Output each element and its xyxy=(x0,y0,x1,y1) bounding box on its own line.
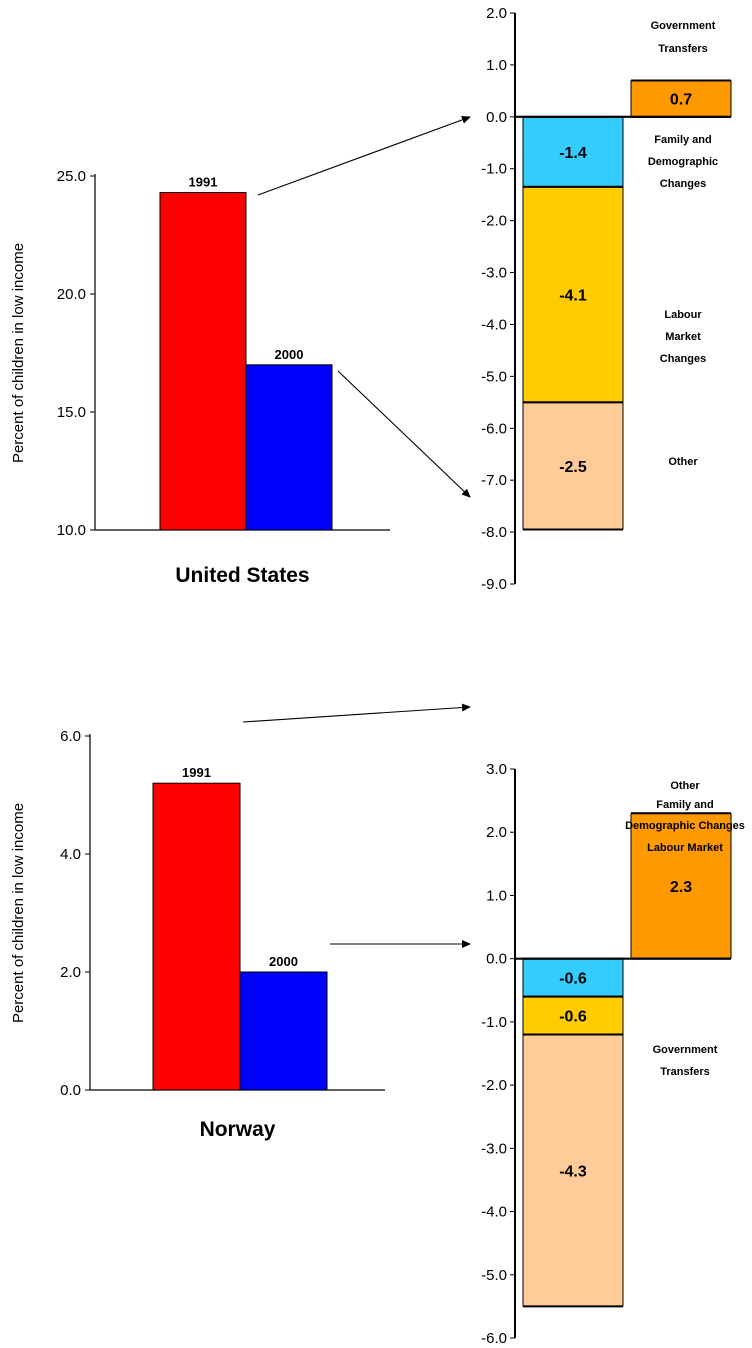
y-tick-label: -6.0 xyxy=(481,420,507,437)
bar-2000 xyxy=(239,971,328,1091)
segment-value-label: 0.7 xyxy=(670,92,692,109)
segment-value-label: -1.4 xyxy=(559,145,587,162)
segment-category-label: Changes xyxy=(660,353,706,365)
segment-category-label: Government xyxy=(651,20,716,32)
bar-label: 2000 xyxy=(275,347,304,362)
bar-label: 1991 xyxy=(189,175,218,190)
segment-category-label: Family and xyxy=(656,799,713,811)
segment-value-label: -0.6 xyxy=(559,971,587,988)
y-tick-label: 1.0 xyxy=(486,57,507,74)
waterfall-segment xyxy=(523,1034,623,1307)
y-tick-label: 0.0 xyxy=(60,1082,81,1099)
y-tick-label: -7.0 xyxy=(481,472,507,489)
waterfall-segment xyxy=(523,116,623,187)
y-tick-label: -6.0 xyxy=(481,1330,507,1347)
y-axis-label: Percent of children in low income xyxy=(10,803,27,1023)
waterfall-segment xyxy=(631,80,731,117)
segment-category-label: Other xyxy=(668,456,698,468)
segment-category-label: Transfers xyxy=(660,1066,710,1078)
segment-category-label: Labour xyxy=(664,309,702,321)
y-axis-label: Percent of children in low income xyxy=(10,243,27,463)
segment-value-label: -4.3 xyxy=(559,1163,587,1180)
y-tick-label: -4.0 xyxy=(481,1204,507,1221)
y-tick-label: 4.0 xyxy=(60,846,81,863)
segment-category-label: Changes xyxy=(660,178,706,190)
y-tick-label: -4.0 xyxy=(481,316,507,333)
country-title: Norway xyxy=(200,1118,276,1141)
y-tick-label: 2.0 xyxy=(486,5,507,22)
segment-category-label: Transfers xyxy=(658,43,708,55)
waterfall-segment xyxy=(523,996,623,1035)
segment-category-label: Family and xyxy=(654,134,711,146)
segment-value-label: -2.5 xyxy=(559,459,587,476)
y-tick-label: 2.0 xyxy=(486,824,507,841)
y-tick-label: 10.0 xyxy=(57,522,86,539)
segment-category-label: Government xyxy=(653,1044,718,1056)
waterfall-segment xyxy=(631,813,731,959)
segment-category-label: Demographic xyxy=(648,156,718,168)
y-tick-label: -2.0 xyxy=(481,1077,507,1094)
y-tick-label: -2.0 xyxy=(481,213,507,230)
segment-value-label: -0.6 xyxy=(559,1009,587,1026)
bar-label: 2000 xyxy=(269,954,298,969)
y-tick-label: -3.0 xyxy=(481,265,507,282)
y-tick-label: 2.0 xyxy=(60,964,81,981)
waterfall-segment xyxy=(523,958,623,997)
y-tick-label: -9.0 xyxy=(481,576,507,593)
y-tick-label: 0.0 xyxy=(486,109,507,126)
segment-category-label: Market xyxy=(665,331,701,343)
y-tick-label: -1.0 xyxy=(481,161,507,178)
connector-arrow xyxy=(337,370,471,498)
bar-1991 xyxy=(152,782,241,1091)
bar-1991 xyxy=(159,192,247,531)
connector-arrow xyxy=(242,703,471,723)
y-tick-label: 25.0 xyxy=(57,168,86,185)
y-tick-label: -5.0 xyxy=(481,368,507,385)
waterfall-segment xyxy=(523,186,623,403)
y-tick-label: 3.0 xyxy=(486,761,507,778)
y-tick-label: 0.0 xyxy=(486,951,507,968)
y-tick-label: -5.0 xyxy=(481,1267,507,1284)
segment-category-label: Demographic Changes xyxy=(625,820,745,832)
y-tick-label: -3.0 xyxy=(481,1140,507,1157)
y-tick-label: -8.0 xyxy=(481,524,507,541)
y-tick-label: 1.0 xyxy=(486,887,507,904)
y-tick-label: 6.0 xyxy=(60,728,81,745)
country-title: United States xyxy=(175,564,309,587)
y-tick-label: -1.0 xyxy=(481,1014,507,1031)
y-tick-label: 20.0 xyxy=(57,286,86,303)
y-tick-label: 15.0 xyxy=(57,404,86,421)
bar-label: 1991 xyxy=(182,765,211,780)
segment-category-label: Other xyxy=(670,780,700,792)
segment-value-label: 2.3 xyxy=(670,879,692,896)
segment-category-label: Labour Market xyxy=(647,842,723,854)
segment-value-label: -4.1 xyxy=(559,288,587,305)
connector-arrow xyxy=(257,116,471,196)
waterfall-segment xyxy=(523,402,623,530)
bar-2000 xyxy=(245,364,333,531)
